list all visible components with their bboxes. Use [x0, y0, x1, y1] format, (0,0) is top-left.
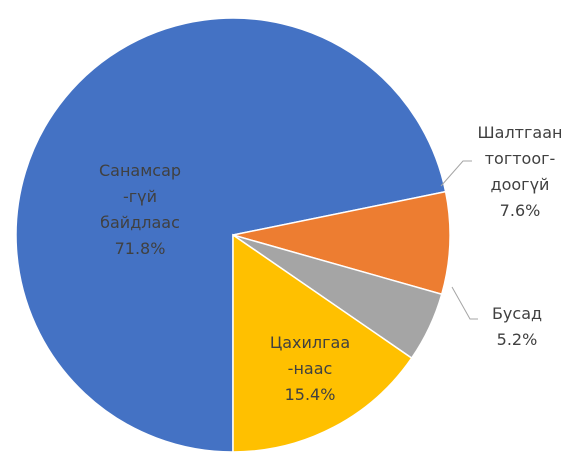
value-label: 71.8% — [114, 239, 166, 258]
value-label: 15.4% — [284, 385, 336, 404]
leader-line — [451, 286, 478, 320]
slice-label: Бусад 5.2% — [492, 301, 542, 353]
leader-line — [440, 160, 472, 187]
category-label: Цахилгаа -наас — [269, 333, 351, 378]
category-label: Шалтгаан тогтоог- доогүй — [477, 123, 563, 194]
value-label: 7.6% — [499, 201, 541, 220]
category-label: Санамсар -гүй байдлаас — [98, 161, 182, 232]
value-label: 5.2% — [496, 330, 538, 349]
pie-slice — [232, 190, 451, 296]
slice-label: Цахилгаа -наас 15.4% — [270, 330, 350, 408]
pie-slice — [232, 233, 413, 452]
slice-label: Шалтгаан тогтоог- доогүй 7.6% — [478, 120, 563, 224]
category-label: Бусад — [491, 304, 543, 323]
slice-label: Санамсар -гүй байдлаас 71.8% — [99, 158, 181, 262]
pie-slice — [15, 17, 447, 452]
